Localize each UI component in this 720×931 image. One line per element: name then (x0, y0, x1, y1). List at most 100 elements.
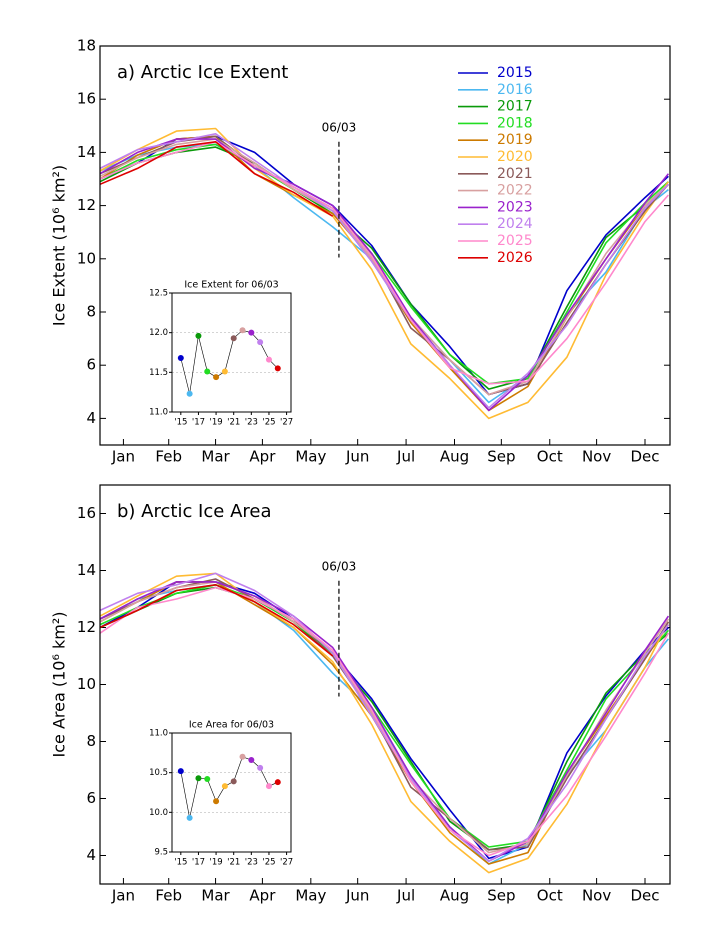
y-tick-label: 10 (77, 675, 96, 693)
x-tick-label: Dec (630, 448, 659, 466)
legend-label: 2026 (497, 250, 533, 266)
x-tick-label: Aug (440, 448, 469, 466)
chart-title: a) Arctic Ice Extent (117, 62, 288, 83)
inset-point (257, 764, 264, 771)
x-tick-label: Apr (249, 448, 276, 466)
series-line (99, 146, 669, 390)
y-tick-label: 10 (77, 249, 96, 267)
inset-y-tick-label: 11.0 (149, 729, 168, 739)
y-tick-label: 6 (86, 356, 96, 374)
x-tick-label: Jan (111, 448, 135, 466)
inset-y-tick-label: 11.5 (149, 368, 168, 378)
inset-point (186, 814, 193, 821)
x-tick-label: Jun (345, 448, 369, 466)
legend-label: 2022 (497, 183, 533, 199)
x-tick-label: Sep (487, 448, 515, 466)
x-tick-label: Jul (396, 887, 415, 905)
legend-label: 2024 (497, 216, 533, 232)
inset-x-tick-label: '21 (227, 418, 240, 428)
annotation-label: 06/03 (322, 559, 357, 573)
inset-point (186, 390, 193, 397)
legend-label: 2019 (497, 132, 533, 148)
x-tick-label: Jul (396, 448, 415, 466)
inset-point (248, 329, 255, 336)
x-tick-label: Dec (630, 887, 659, 905)
inset-line (180, 329, 279, 394)
y-tick-label: 12 (77, 196, 96, 214)
y-tick-label: 8 (86, 732, 96, 750)
inset-point (204, 368, 211, 375)
legend-label: 2021 (497, 166, 533, 182)
annotation-label: 06/03 (322, 120, 357, 134)
y-tick-label: 4 (86, 846, 96, 864)
y-tick-label: 14 (77, 561, 96, 579)
inset-x-tick-label: '21 (227, 858, 240, 868)
legend-label: 2015 (497, 65, 533, 81)
series-line (99, 141, 334, 217)
inset-x-tick-label: '15 (174, 418, 187, 428)
x-tick-label: Aug (440, 887, 469, 905)
series-line (99, 141, 670, 385)
inset-title: Ice Area for 06/03 (189, 720, 274, 731)
inset-point (274, 365, 281, 372)
plot-frame (99, 45, 671, 446)
series-line (99, 138, 670, 412)
inset-frame (171, 292, 292, 413)
y-tick-label: 8 (86, 303, 96, 321)
inset-point (265, 783, 272, 790)
inset-y-tick-label: 10.5 (149, 768, 168, 778)
inset-point (177, 355, 184, 362)
legend-label: 2017 (497, 99, 533, 115)
y-tick-label: 14 (77, 143, 96, 161)
x-tick-label: Feb (155, 887, 182, 905)
y-axis-label: Ice Extent (10⁶ km²) (50, 165, 69, 326)
x-tick-label: Jan (111, 887, 135, 905)
inset-point (213, 798, 220, 805)
x-tick-label: Nov (582, 887, 611, 905)
x-tick-label: Jun (345, 887, 369, 905)
series-line (99, 578, 670, 851)
inset-title: Ice Extent for 06/03 (184, 280, 278, 291)
y-tick-label: 12 (77, 618, 96, 636)
inset-frame (171, 732, 292, 853)
legend-label: 2025 (497, 233, 533, 249)
inset-bg (172, 733, 291, 852)
series-line (99, 133, 669, 409)
legend-label: 2018 (497, 115, 533, 131)
inset-x-tick-label: '23 (245, 418, 258, 428)
inset-x-tick-label: '27 (280, 858, 293, 868)
inset-x-tick-label: '19 (209, 858, 222, 868)
series-line (99, 127, 670, 420)
inset-x-tick-label: '19 (209, 418, 222, 428)
inset-y-tick-label: 12.5 (149, 289, 168, 299)
x-tick-label: Oct (537, 887, 563, 905)
inset-x-tick-label: '15 (174, 858, 187, 868)
inset-x-tick-label: '27 (280, 418, 293, 428)
inset-y-tick-label: 9.5 (154, 848, 168, 858)
inset-point (221, 368, 228, 375)
inset-x-tick-label: '17 (192, 858, 205, 868)
inset-x-tick-label: '25 (262, 418, 275, 428)
legend-label: 2020 (497, 149, 533, 165)
inset-y-tick-label: 11.0 (149, 408, 168, 418)
inset-x-tick-label: '23 (245, 858, 258, 868)
inset-y-tick-label: 10.0 (149, 808, 168, 818)
inset-y-tick-label: 12.0 (149, 328, 168, 338)
x-tick-label: Apr (249, 887, 276, 905)
inset-point (221, 783, 228, 790)
inset-point (230, 335, 237, 342)
inset-x-tick-label: '17 (192, 418, 205, 428)
legend-label: 2023 (497, 199, 533, 215)
inset-point (265, 356, 272, 363)
x-tick-label: Oct (537, 448, 563, 466)
y-tick-label: 6 (86, 789, 96, 807)
inset-point (257, 339, 264, 346)
y-tick-label: 16 (77, 504, 96, 522)
inset-point (248, 756, 255, 763)
inset-point (274, 779, 281, 786)
x-tick-label: Feb (155, 448, 182, 466)
inset-point (230, 778, 237, 785)
inset-point (213, 374, 220, 381)
chart-title: b) Arctic Ice Area (117, 501, 272, 522)
